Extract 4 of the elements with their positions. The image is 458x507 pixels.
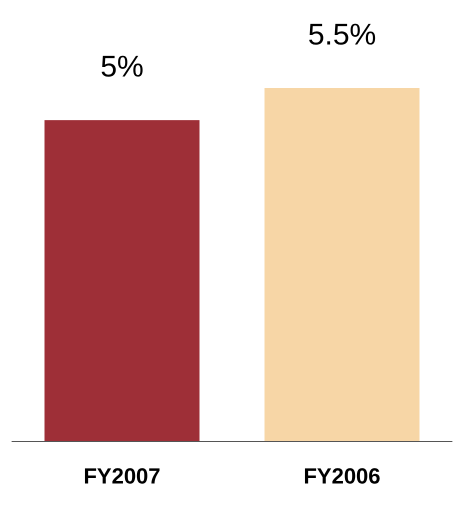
x-tick-label: FY2006 bbox=[303, 464, 381, 488]
x-tick-label: FY2007 bbox=[83, 464, 161, 488]
data-label: 5.5% bbox=[308, 18, 376, 52]
data-label: 5% bbox=[100, 50, 144, 84]
